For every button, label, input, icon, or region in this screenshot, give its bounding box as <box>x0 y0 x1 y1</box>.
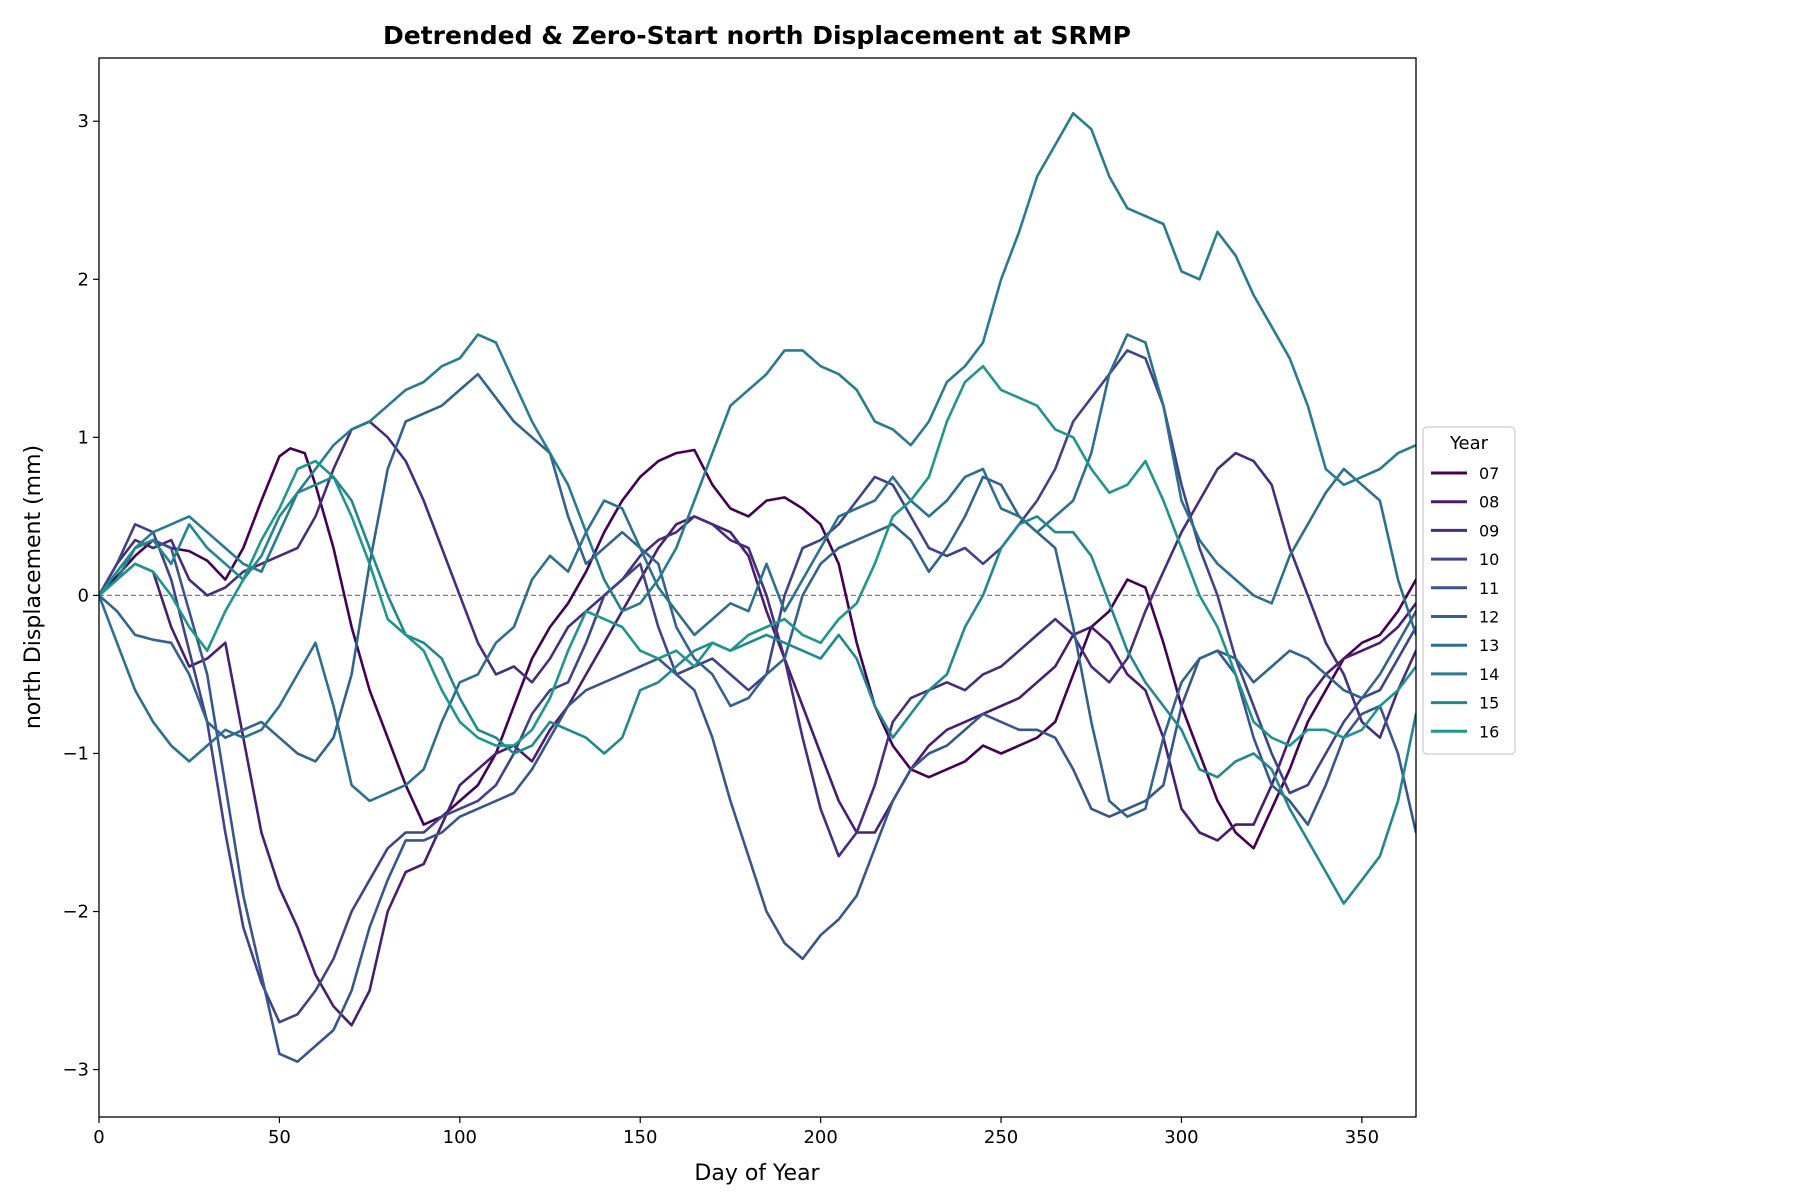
x-tick-label: 350 <box>1345 1127 1379 1148</box>
legend-label: 08 <box>1479 493 1499 512</box>
legend-label: 07 <box>1479 464 1499 483</box>
legend-item-16: 16 <box>1431 722 1499 741</box>
legend-label: 11 <box>1479 579 1499 598</box>
chart-title: Detrended & Zero-Start north Displacemen… <box>383 21 1131 50</box>
legend: Year 07 08 09 10 11 12 13 14 15 16 <box>1422 426 1516 755</box>
series-line-15 <box>99 475 1416 905</box>
series-line-08 <box>99 515 1416 1027</box>
x-tick-label: 300 <box>1164 1127 1198 1148</box>
y-tick-label: 1 <box>78 427 89 448</box>
legend-item-14: 14 <box>1431 665 1499 684</box>
series-line-11 <box>99 538 1416 1063</box>
series-line-16 <box>99 364 1416 747</box>
legend-item-11: 11 <box>1431 579 1499 598</box>
legend-label: 15 <box>1479 694 1499 713</box>
legend-label: 14 <box>1479 665 1499 684</box>
legend-label: 12 <box>1479 608 1499 627</box>
x-axis: 0 50 100 150 200 250 300 350 <box>93 1117 1379 1148</box>
legend-label: 13 <box>1479 636 1499 655</box>
series-line-10 <box>99 349 1416 1024</box>
x-tick-label: 50 <box>268 1127 291 1148</box>
legend-item-10: 10 <box>1431 550 1499 569</box>
legend-box <box>1422 426 1516 755</box>
legend-label: 09 <box>1479 521 1499 540</box>
y-tick-label: 3 <box>78 111 89 132</box>
legend-title: Year <box>1449 433 1489 454</box>
legend-item-08: 08 <box>1431 493 1499 512</box>
x-tick-label: 250 <box>984 1127 1018 1148</box>
legend-label: 10 <box>1479 550 1499 569</box>
y-axis: −3 −2 −1 0 1 2 3 <box>62 111 99 1081</box>
legend-label: 16 <box>1479 722 1499 741</box>
x-axis-title: Day of Year <box>694 1161 820 1186</box>
y-tick-label: −1 <box>62 743 89 764</box>
x-tick-label: 200 <box>803 1127 837 1148</box>
legend-item-09: 09 <box>1431 521 1499 540</box>
x-tick-label: 0 <box>93 1127 104 1148</box>
x-tick-label: 100 <box>443 1127 477 1148</box>
legend-item-15: 15 <box>1431 694 1499 713</box>
legend-item-13: 13 <box>1431 636 1499 655</box>
y-tick-label: −3 <box>62 1060 89 1081</box>
legend-item-07: 07 <box>1431 464 1499 483</box>
y-tick-label: 2 <box>78 269 89 290</box>
legend-item-12: 12 <box>1431 608 1499 627</box>
series-line-13 <box>99 333 1416 803</box>
series-lines <box>99 112 1416 1063</box>
series-line-12 <box>99 372 1416 818</box>
y-tick-label: 0 <box>78 585 89 606</box>
y-tick-label: −2 <box>62 902 89 923</box>
series-line-09 <box>99 420 1416 858</box>
x-tick-label: 150 <box>623 1127 657 1148</box>
plot-frame <box>98 57 1417 1118</box>
y-axis-title: north Displacement (mm) <box>21 445 46 729</box>
